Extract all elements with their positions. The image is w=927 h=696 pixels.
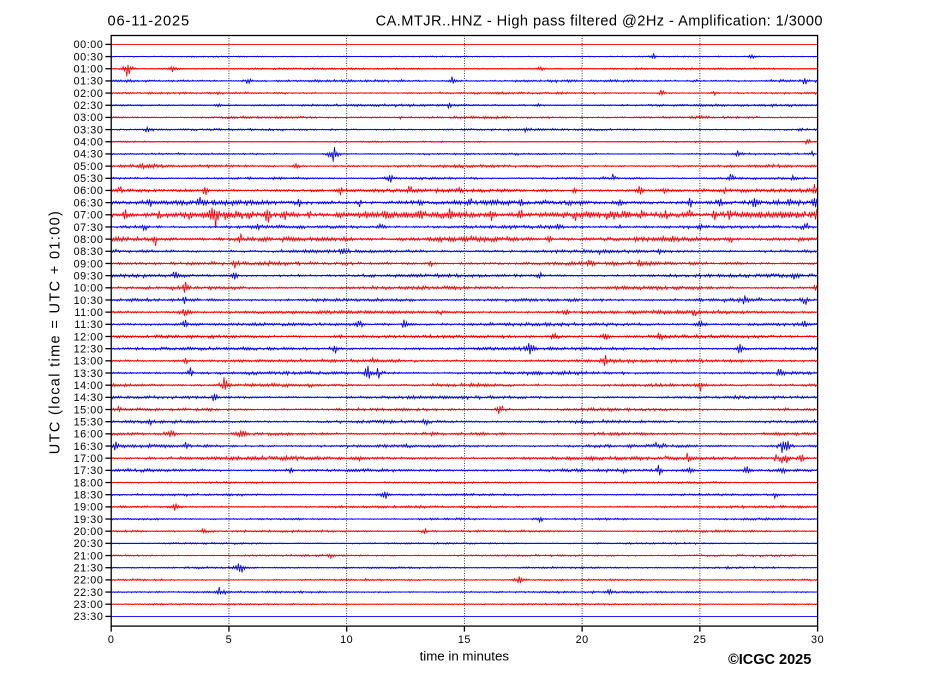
svg-text:05:30: 05:30 xyxy=(74,173,104,185)
svg-text:18:30: 18:30 xyxy=(74,490,104,502)
svg-text:15: 15 xyxy=(458,634,471,646)
svg-text:02:00: 02:00 xyxy=(74,88,104,100)
svg-text:23:30: 23:30 xyxy=(74,611,104,623)
svg-text:10: 10 xyxy=(340,634,353,646)
svg-text:20: 20 xyxy=(576,634,589,646)
svg-text:19:30: 19:30 xyxy=(74,514,104,526)
svg-text:13:30: 13:30 xyxy=(74,368,104,380)
svg-text:20:30: 20:30 xyxy=(74,538,104,550)
svg-text:09:00: 09:00 xyxy=(74,258,104,270)
svg-text:15:00: 15:00 xyxy=(74,404,104,416)
svg-text:00:30: 00:30 xyxy=(74,51,104,63)
svg-text:30: 30 xyxy=(811,634,824,646)
svg-text:11:00: 11:00 xyxy=(74,307,103,319)
svg-text:04:00: 04:00 xyxy=(74,137,104,149)
svg-text:16:00: 16:00 xyxy=(74,429,104,441)
svg-text:04:30: 04:30 xyxy=(74,149,104,161)
svg-text:07:30: 07:30 xyxy=(74,222,104,234)
svg-text:09:30: 09:30 xyxy=(74,270,104,282)
svg-text:06:30: 06:30 xyxy=(74,197,104,209)
svg-text:13:00: 13:00 xyxy=(74,356,104,368)
svg-text:25: 25 xyxy=(693,634,706,646)
svg-text:12:00: 12:00 xyxy=(74,331,104,343)
svg-text:14:00: 14:00 xyxy=(74,380,104,392)
svg-text:03:30: 03:30 xyxy=(74,124,104,136)
svg-text:02:30: 02:30 xyxy=(74,100,104,112)
svg-text:15:30: 15:30 xyxy=(74,416,104,428)
svg-text:17:00: 17:00 xyxy=(74,453,104,465)
svg-text:08:30: 08:30 xyxy=(74,246,104,258)
svg-text:08:00: 08:00 xyxy=(74,234,104,246)
svg-text:00:00: 00:00 xyxy=(74,39,104,51)
svg-text:14:30: 14:30 xyxy=(74,392,104,404)
svg-text:21:30: 21:30 xyxy=(74,563,104,575)
svg-text:06-11-2025: 06-11-2025 xyxy=(108,13,191,29)
svg-text:21:00: 21:00 xyxy=(74,550,104,562)
svg-text:10:30: 10:30 xyxy=(74,295,104,307)
svg-text:CA.MTJR..HNZ - High pass filte: CA.MTJR..HNZ - High pass filtered @2Hz -… xyxy=(376,13,823,29)
svg-text:10:00: 10:00 xyxy=(74,283,104,295)
svg-text:01:30: 01:30 xyxy=(74,76,104,88)
svg-text:18:00: 18:00 xyxy=(74,477,104,489)
svg-text:07:00: 07:00 xyxy=(74,210,104,222)
svg-text:©ICGC 2025: ©ICGC 2025 xyxy=(728,652,811,668)
svg-text:16:30: 16:30 xyxy=(74,441,104,453)
svg-text:22:00: 22:00 xyxy=(74,575,104,587)
svg-text:05:00: 05:00 xyxy=(74,161,104,173)
svg-text:time in minutes: time in minutes xyxy=(420,648,510,663)
svg-text:11:30: 11:30 xyxy=(74,319,103,331)
svg-text:03:00: 03:00 xyxy=(74,112,104,124)
svg-text:19:00: 19:00 xyxy=(74,502,104,514)
svg-text:0: 0 xyxy=(108,634,115,646)
svg-text:UTC (local time = UTC + 01:00): UTC (local time = UTC + 01:00) xyxy=(48,210,64,454)
svg-text:20:00: 20:00 xyxy=(74,526,104,538)
svg-text:01:00: 01:00 xyxy=(74,64,104,76)
svg-text:23:00: 23:00 xyxy=(74,599,104,611)
svg-text:06:00: 06:00 xyxy=(74,185,104,197)
svg-text:12:30: 12:30 xyxy=(74,343,104,355)
svg-text:22:30: 22:30 xyxy=(74,587,104,599)
svg-text:5: 5 xyxy=(226,634,233,646)
svg-text:17:30: 17:30 xyxy=(74,465,104,477)
